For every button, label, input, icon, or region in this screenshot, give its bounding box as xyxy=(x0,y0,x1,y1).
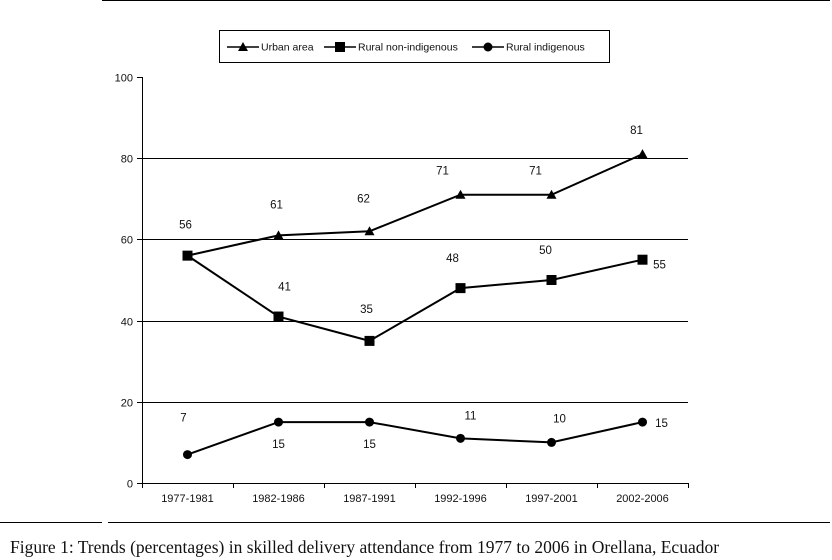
point-triangle-5 xyxy=(637,149,648,159)
data-label-circle-5: 15 xyxy=(655,418,668,430)
point-triangle-1 xyxy=(273,230,284,240)
x-tick-label-2002-2006: 2002-2006 xyxy=(616,493,669,505)
point-triangle-2 xyxy=(364,226,375,236)
data-label-circle-0: 7 xyxy=(180,413,186,425)
x-tick-label-1992-1996: 1992-1996 xyxy=(434,493,487,505)
point-square-4 xyxy=(546,275,557,285)
point-square-0 xyxy=(182,250,193,261)
gridlines xyxy=(142,158,688,403)
point-circle-0 xyxy=(183,450,192,460)
legend-label-triangle: Urban area xyxy=(261,42,314,54)
data-label-circle-4: 10 xyxy=(553,413,566,425)
data-label-circle-2: 15 xyxy=(363,439,376,451)
axes: 0 20 40 60 80 100 1977-1981 1982-1986 1987-1991 1… xyxy=(115,73,689,505)
point-circle-2 xyxy=(365,417,374,427)
series-layer xyxy=(182,149,648,460)
line-chart: 0 20 40 60 80 100 1977-1981 1982-1986 1987-1991 1… xyxy=(0,0,830,523)
y-tick-label-100: 100 xyxy=(115,73,133,85)
x-tick-label-1987-1991: 1987-1991 xyxy=(343,493,396,505)
data-label-triangle-1: 61 xyxy=(270,199,283,211)
legend-marker-square xyxy=(335,42,345,52)
data-label-square-5: 55 xyxy=(653,260,666,272)
point-square-1 xyxy=(273,311,284,322)
point-circle-1 xyxy=(274,417,283,427)
data-label-triangle-2: 62 xyxy=(357,193,370,205)
series-line-circle xyxy=(187,421,643,456)
data-label-triangle-4: 71 xyxy=(529,166,542,178)
data-label-triangle-3: 71 xyxy=(436,166,449,178)
data-label-square-1: 41 xyxy=(278,282,291,294)
data-labels: 56 61 62 71 71 81 41 35 48 50 55 7 15 15 11 10 15 xyxy=(179,125,668,451)
legend: Urban area Rural non-indigenous Rural indi… xyxy=(219,30,610,63)
y-tick-label-80: 80 xyxy=(121,154,133,166)
data-label-square-2: 35 xyxy=(360,304,373,316)
point-square-5 xyxy=(637,254,648,265)
legend-box xyxy=(219,30,610,63)
data-label-triangle-0: 56 xyxy=(179,220,192,232)
series-line-square xyxy=(186,254,643,342)
y-tick-label-0: 0 xyxy=(127,479,133,491)
data-label-circle-3: 11 xyxy=(465,410,477,422)
point-square-3 xyxy=(455,283,466,294)
legend-label-square: Rural non-indigenous xyxy=(358,42,458,54)
data-label-square-3: 48 xyxy=(446,253,459,265)
data-label-circle-1: 15 xyxy=(272,439,285,451)
x-tick-label-1982-1986: 1982-1986 xyxy=(252,493,305,505)
y-tick-label-20: 20 xyxy=(121,398,133,410)
point-triangle-3 xyxy=(455,189,466,199)
x-tick-label-1977-1981: 1977-1981 xyxy=(161,493,214,505)
x-tick-label-1997-2001: 1997-2001 xyxy=(525,493,578,505)
point-triangle-4 xyxy=(546,189,557,199)
series-line-triangle xyxy=(187,153,643,257)
point-circle-4 xyxy=(547,437,556,447)
data-label-square-4: 50 xyxy=(539,245,552,257)
legend-label-circle: Rural indigenous xyxy=(506,42,585,54)
point-circle-5 xyxy=(638,417,647,427)
point-square-2 xyxy=(364,335,375,346)
legend-marker-circle xyxy=(483,42,493,52)
point-circle-3 xyxy=(456,433,465,443)
data-label-triangle-5: 81 xyxy=(630,125,643,137)
y-tick-label-40: 40 xyxy=(121,317,133,329)
figure-caption: Figure 1: Trends (percentages) in skille… xyxy=(10,537,720,557)
y-tick-label-60: 60 xyxy=(121,235,133,247)
legend-marker-triangle xyxy=(238,42,248,51)
